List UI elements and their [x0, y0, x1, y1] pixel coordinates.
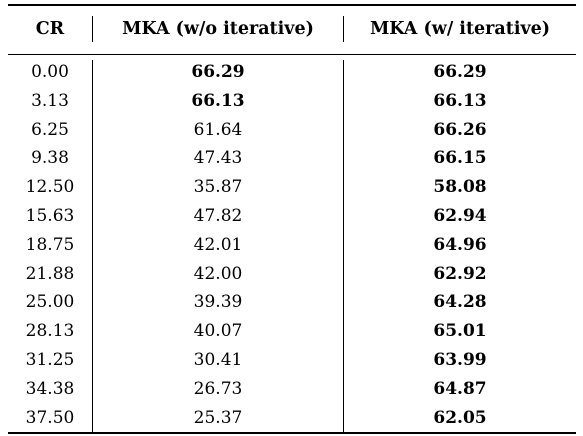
- cell-mka-with-iterative: 66.15: [433, 148, 487, 169]
- cell-mka-without-iterative: 30.41: [193, 350, 243, 370]
- cell-mka-without-iterative: 25.37: [193, 407, 243, 428]
- cell-mka-without-iterative: 66.29: [191, 62, 245, 82]
- header-column-divider-1: [92, 16, 93, 42]
- cell-mka-without-iterative: 40.07: [193, 321, 243, 342]
- cell-mka-without-iterative: 42.01: [193, 234, 243, 255]
- header-mka-without-iterative: MKA (w/o iterative): [122, 19, 314, 39]
- cell-mka-with-iterative: 62.05: [433, 407, 487, 428]
- header-cr: CR: [35, 19, 65, 39]
- table-bottom-rule: [8, 432, 576, 434]
- body-column-divider-1: [92, 60, 93, 432]
- cell-mka-with-iterative: 66.13: [433, 90, 487, 111]
- cell-mka-with-iterative: 65.01: [433, 321, 487, 342]
- cell-mka-with-iterative: 62.94: [433, 206, 487, 226]
- cell-cr: 15.63: [25, 206, 75, 226]
- cell-mka-without-iterative: 35.87: [193, 177, 243, 198]
- cell-mka-with-iterative: 66.26: [433, 119, 487, 140]
- cell-cr: 18.75: [25, 234, 75, 255]
- table-top-rule: [8, 4, 576, 6]
- cell-mka-without-iterative: 61.64: [193, 119, 243, 140]
- cell-mka-with-iterative: 64.87: [433, 378, 487, 399]
- cell-cr: 0.00: [31, 62, 69, 82]
- cell-mka-with-iterative: 64.28: [433, 292, 487, 313]
- cell-cr: 21.88: [25, 263, 75, 284]
- cell-cr: 6.25: [31, 119, 69, 140]
- cell-mka-without-iterative: 42.00: [193, 263, 243, 284]
- cell-mka-without-iterative: 39.39: [193, 292, 243, 313]
- header-column-divider-2: [343, 16, 344, 42]
- cell-mka-with-iterative: 62.92: [433, 263, 487, 284]
- cell-mka-with-iterative: 66.29: [433, 62, 487, 82]
- cell-cr: 31.25: [25, 350, 75, 370]
- cell-mka-with-iterative: 63.99: [433, 350, 487, 370]
- cell-cr: 28.13: [25, 321, 75, 342]
- header-mka-with-iterative: MKA (w/ iterative): [369, 19, 551, 39]
- cell-cr: 9.38: [31, 148, 69, 169]
- cell-mka-with-iterative: 58.08: [433, 177, 487, 198]
- cell-mka-without-iterative: 47.82: [193, 206, 243, 226]
- cell-mka-with-iterative: 64.96: [433, 234, 487, 255]
- body-column-divider-2: [343, 60, 344, 432]
- cell-mka-without-iterative: 66.13: [191, 90, 245, 111]
- header-bottom-rule: [8, 54, 576, 55]
- cell-cr: 3.13: [31, 90, 69, 111]
- cell-cr: 25.00: [25, 292, 75, 313]
- cell-mka-without-iterative: 26.73: [193, 378, 243, 399]
- cell-cr: 37.50: [25, 407, 75, 428]
- cell-cr: 12.50: [25, 177, 75, 198]
- cell-mka-without-iterative: 47.43: [193, 148, 243, 169]
- cell-cr: 34.38: [25, 378, 75, 399]
